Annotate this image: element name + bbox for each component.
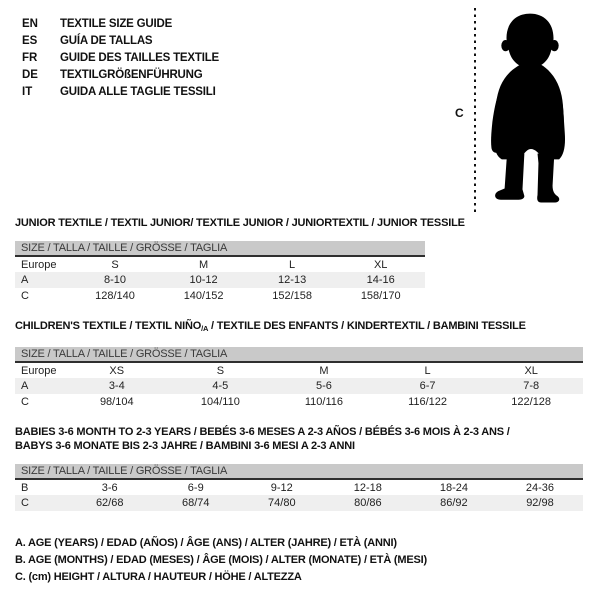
language-code: EN (22, 17, 38, 30)
table-cell: 116/122 (408, 396, 448, 408)
table-cell: 12-13 (247, 272, 337, 288)
table-cell: 10-12 (159, 272, 248, 288)
table-cell: 6-9 (187, 481, 204, 494)
table-cell: L (289, 258, 296, 271)
table-row: A 8-10 10-12 12-13 14-16 (15, 272, 425, 288)
table-cell: 110/116 (304, 396, 344, 408)
table-row: Europe S M L XL (15, 256, 425, 272)
section-title-children-post: / TEXTILE DES ENFANTS / KINDERTEXTIL / B… (208, 320, 526, 332)
table-cell: 140/152 (183, 290, 224, 302)
table-row: C 98/104 104/110 110/116 116/122 122/128 (15, 394, 583, 410)
table-cell: XL (373, 258, 388, 271)
language-title: TEXTILE SIZE GUIDE (60, 17, 173, 30)
table-cell: M (319, 364, 329, 377)
table-cell: 8-10 (70, 272, 160, 288)
table-cell: XS (109, 364, 125, 377)
table-cell: L (424, 364, 431, 377)
table-cell: 68/74 (152, 495, 239, 511)
height-measure-dotted-line (474, 8, 476, 212)
language-row: DE TEXTILGRÖßENFÜHRUNG (22, 66, 219, 83)
table-cell: 24-36 (525, 481, 555, 494)
language-code: IT (22, 85, 33, 98)
table-cell: 122/128 (511, 396, 552, 408)
footnote-height: C. (cm) HEIGHT / ALTURA / HAUTEUR / HÖHE… (15, 571, 302, 583)
babies-size-table: SIZE / TALLA / TAILLE / GRÖSSE / TAGLIA … (15, 464, 583, 511)
table-cell: 158/170 (360, 290, 401, 302)
row-label: Europe (21, 258, 57, 271)
table-header-row: SIZE / TALLA / TAILLE / GRÖSSE / TAGLIA (15, 241, 425, 257)
language-title: TEXTILGRÖßENFÜHRUNG (60, 68, 203, 81)
section-title-children-sub: /A (201, 324, 209, 333)
table-cell: S (216, 364, 225, 377)
row-label: A (15, 378, 65, 394)
table-row: Europe XS S M L XL (15, 362, 583, 378)
footnote-age-months: B. AGE (MONTHS) / EDAD (MESES) / ÂGE (MO… (15, 554, 427, 566)
table-cell: 74/80 (238, 495, 325, 511)
language-row: FR GUIDE DES TAILLES TEXTILE (22, 49, 219, 66)
language-row: EN TEXTILE SIZE GUIDE (22, 15, 219, 32)
size-header: SIZE / TALLA / TAILLE / GRÖSSE / TAGLIA (15, 464, 583, 480)
table-cell: M (198, 258, 209, 271)
section-title-children: CHILDREN'S TEXTILE / TEXTIL NIÑO/A / TEX… (15, 320, 526, 333)
table-row: B 3-6 6-9 9-12 12-18 18-24 24-36 (15, 479, 583, 495)
table-cell: 3-4 (64, 378, 169, 394)
row-label: C (15, 495, 67, 511)
table-cell: 6-7 (375, 378, 480, 394)
language-row: IT GUIDA ALLE TAGLIE TESSILI (22, 83, 219, 100)
table-cell: 18-24 (439, 481, 468, 494)
junior-size-table: SIZE / TALLA / TAILLE / GRÖSSE / TAGLIA … (15, 241, 425, 304)
section-title-children-pre: CHILDREN'S TEXTILE / TEXTIL NIÑO (15, 320, 202, 332)
table-header-row: SIZE / TALLA / TAILLE / GRÖSSE / TAGLIA (15, 464, 583, 480)
language-code: ES (22, 34, 38, 47)
footnote-age-years: A. AGE (YEARS) / EDAD (AÑOS) / ÂGE (ANS)… (15, 537, 397, 549)
table-cell: 98/104 (99, 396, 134, 408)
row-label: B (21, 481, 29, 494)
table-cell: 7-8 (479, 378, 583, 394)
size-header: SIZE / TALLA / TAILLE / GRÖSSE / TAGLIA (15, 241, 425, 257)
language-row: ES GUÍA DE TALLAS (22, 32, 219, 49)
table-cell: 14-16 (336, 272, 425, 288)
table-cell: 12-18 (353, 481, 382, 494)
table-cell: 5-6 (272, 378, 376, 394)
table-row: C 128/140 140/152 152/158 158/170 (15, 288, 425, 304)
baby-silhouette-icon (491, 13, 566, 203)
table-cell: S (111, 258, 119, 271)
table-cell: 152/158 (272, 290, 312, 302)
section-title-junior: JUNIOR TEXTILE / TEXTIL JUNIOR/ TEXTILE … (15, 217, 465, 229)
table-cell: 9-12 (270, 481, 293, 494)
table-header-row: SIZE / TALLA / TAILLE / GRÖSSE / TAGLIA (15, 347, 583, 363)
table-row: A 3-4 4-5 5-6 6-7 7-8 (15, 378, 583, 394)
table-row: C 62/68 68/74 74/80 80/86 86/92 92/98 (15, 495, 583, 511)
table-cell: 128/140 (95, 290, 135, 302)
language-code: DE (22, 68, 38, 81)
row-label: A (15, 272, 71, 288)
table-cell: XL (524, 364, 538, 377)
row-label: C (21, 290, 29, 302)
table-cell: 104/110 (200, 396, 240, 408)
language-title: GUIDA ALLE TAGLIE TESSILI (60, 85, 216, 98)
section-title-babies-line1: BABIES 3-6 MONTH TO 2-3 YEARS / BEBÉS 3-… (15, 426, 510, 438)
table-cell: 80/86 (324, 495, 411, 511)
size-header: SIZE / TALLA / TAILLE / GRÖSSE / TAGLIA (15, 347, 583, 363)
row-label: C (21, 396, 29, 408)
row-label: Europe (21, 364, 57, 377)
language-title: GUIDE DES TAILLES TEXTILE (60, 51, 219, 64)
children-size-table: SIZE / TALLA / TAILLE / GRÖSSE / TAGLIA … (15, 347, 583, 410)
table-cell: 3-6 (101, 481, 118, 494)
table-cell: 62/68 (66, 495, 153, 511)
table-cell: 92/98 (496, 495, 583, 511)
table-cell: 4-5 (168, 378, 273, 394)
language-title: GUÍA DE TALLAS (60, 34, 153, 47)
language-list: EN TEXTILE SIZE GUIDE ES GUÍA DE TALLAS … (22, 15, 219, 100)
height-measure-label: C (455, 106, 464, 120)
table-cell: 86/92 (410, 495, 497, 511)
section-title-babies-line2: BABYS 3-6 MONATE BIS 2-3 JAHRE / BAMBINI… (15, 440, 355, 452)
language-code: FR (22, 51, 38, 64)
